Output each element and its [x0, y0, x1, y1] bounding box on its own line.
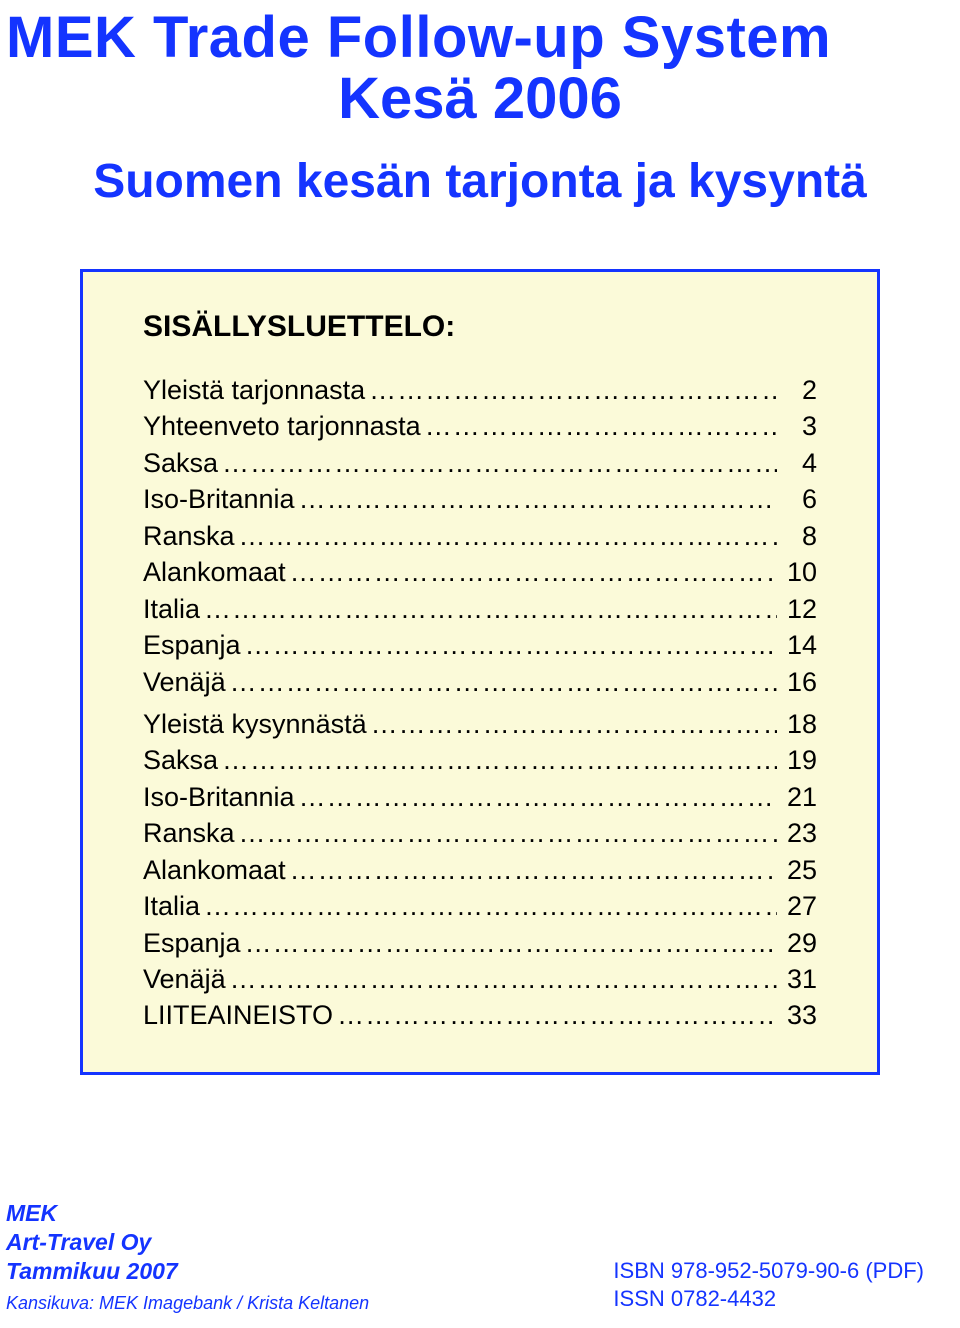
toc-leader-dots: ………………………………………………………………………………………….. — [295, 779, 777, 815]
toc-label: Yleistä kysynnästä — [143, 706, 367, 742]
toc-row: LIITEAINEISTO………………………………………………………………………… — [143, 997, 817, 1033]
toc-leader-dots: ………………………………………………………………………………………… — [333, 997, 777, 1033]
toc-page-number: 19 — [777, 742, 817, 778]
footer-right: ISBN 978-952-5079-90-6 (PDF) ISSN 0782-4… — [613, 1257, 924, 1314]
toc-leader-dots: ………………………………………………………………………………………… — [200, 888, 777, 924]
toc-row: Espanja………………………………………………………………………………………… — [143, 627, 817, 663]
toc-body: Yleistä tarjonnasta………………………………………………………… — [143, 372, 817, 1034]
toc-leader-dots: …………………………………………………………………………………………. — [218, 445, 777, 481]
toc-label: Iso-Britannia — [143, 481, 295, 517]
toc-page-number: 33 — [777, 997, 817, 1033]
toc-label: LIITEAINEISTO — [143, 997, 333, 1033]
toc-label: Ranska — [143, 518, 235, 554]
toc-page-number: 25 — [777, 852, 817, 888]
toc-page-number: 16 — [777, 664, 817, 700]
toc-title: SISÄLLYSLUETTELO: — [143, 310, 817, 344]
toc-page-number: 12 — [777, 591, 817, 627]
toc-label: Italia — [143, 591, 200, 627]
toc-row: Alankomaat………………………………………………………………………………… — [143, 554, 817, 590]
toc-leader-dots: ………………………………………………………………………………………….. — [295, 481, 777, 517]
toc-label: Saksa — [143, 742, 218, 778]
toc-label: Yleistä tarjonnasta — [143, 372, 365, 408]
toc-row: Espanja………………………………………………………………………………………… — [143, 925, 817, 961]
toc-page-number: 18 — [777, 706, 817, 742]
toc-label: Alankomaat — [143, 554, 286, 590]
toc-row: Venäjä…………………………………………………………………………………………… — [143, 664, 817, 700]
toc-leader-dots: …………………………………………………………………………………………. — [241, 627, 777, 663]
toc-leader-dots: ………………………………………………………………………………………… — [226, 961, 777, 997]
footer: MEK Art-Travel Oy Tammikuu 2007 Kansikuv… — [6, 1199, 954, 1314]
toc-page-number: 2 — [777, 372, 817, 408]
toc-label: Venäjä — [143, 664, 226, 700]
toc-label: Ranska — [143, 815, 235, 851]
subtitle: Suomen kesän tarjonta ja kysyntä — [0, 154, 960, 209]
toc-page-number: 3 — [777, 408, 817, 444]
footer-credit: Kansikuva: MEK Imagebank / Krista Keltan… — [6, 1292, 369, 1315]
toc-page-number: 31 — [777, 961, 817, 997]
toc-page-number: 4 — [777, 445, 817, 481]
footer-issn: ISSN 0782-4432 — [613, 1285, 924, 1314]
toc-label: Espanja — [143, 627, 241, 663]
toc-leader-dots: ………………………………………………………………………………………….. — [235, 815, 777, 851]
footer-org-1: MEK — [6, 1199, 369, 1228]
toc-row: Saksa………………………………………………………………………………………….… — [143, 445, 817, 481]
toc-leader-dots: ………………………………………………………………………………………….. — [286, 852, 777, 888]
toc-row: Yhteenveto tarjonnasta………………………………………………… — [143, 408, 817, 444]
toc-row: Yleistä tarjonnasta………………………………………………………… — [143, 372, 817, 408]
toc-row: Iso-Britannia………………………………………………………………………… — [143, 481, 817, 517]
toc-page-number: 8 — [777, 518, 817, 554]
title-line-1: MEK Trade Follow-up System — [0, 0, 960, 71]
toc-row: Saksa………………………………………………………………………………………….… — [143, 742, 817, 778]
toc-leader-dots: …………………………………………………………………………………………... — [421, 408, 777, 444]
toc-label: Iso-Britannia — [143, 779, 295, 815]
toc-leader-dots: …………………………………………………………………………………………. — [241, 925, 777, 961]
toc-label: Venäjä — [143, 961, 226, 997]
toc-label: Alankomaat — [143, 852, 286, 888]
toc-leader-dots: ………………………………………………………………………………………… — [200, 591, 777, 627]
toc-label: Italia — [143, 888, 200, 924]
toc-page-number: 10 — [777, 554, 817, 590]
document-page: MEK Trade Follow-up System Kesä 2006 Suo… — [0, 0, 960, 1328]
footer-left: MEK Art-Travel Oy Tammikuu 2007 Kansikuv… — [6, 1199, 369, 1314]
toc-row: Ranska…………………………………………………………………………………………… — [143, 815, 817, 851]
toc-leader-dots: ………………………………………………………………………………………….. — [286, 554, 777, 590]
toc-label: Saksa — [143, 445, 218, 481]
toc-leader-dots: ………………………………………………………………………………………… — [226, 664, 777, 700]
toc-leader-dots: …………………………………………………………………………………………... — [367, 706, 777, 742]
toc-row: Iso-Britannia………………………………………………………………………… — [143, 779, 817, 815]
footer-date: Tammikuu 2007 — [6, 1257, 369, 1286]
toc-label: Yhteenveto tarjonnasta — [143, 408, 421, 444]
toc-page-number: 29 — [777, 925, 817, 961]
toc-page-number: 6 — [777, 481, 817, 517]
toc-page-number: 21 — [777, 779, 817, 815]
toc-leader-dots: ………………………………………………………………………………………….. — [235, 518, 777, 554]
toc-row: Italia…………………………………………………………………………………………… — [143, 888, 817, 924]
toc-row: Italia…………………………………………………………………………………………… — [143, 591, 817, 627]
toc-leader-dots: ………………………………………………………………………………………….... — [218, 742, 777, 778]
toc-row: Venäjä…………………………………………………………………………………………… — [143, 961, 817, 997]
toc-page-number: 14 — [777, 627, 817, 663]
toc-page-number: 23 — [777, 815, 817, 851]
toc-row: Ranska…………………………………………………………………………………………… — [143, 518, 817, 554]
footer-org-2: Art-Travel Oy — [6, 1228, 369, 1257]
toc-label: Espanja — [143, 925, 241, 961]
title-line-2: Kesä 2006 — [0, 65, 960, 132]
toc-leader-dots: ………………………………………………………………………………………… — [365, 372, 777, 408]
toc-row: Alankomaat………………………………………………………………………………… — [143, 852, 817, 888]
toc-row: Yleistä kysynnästä…………………………………………………………… — [143, 706, 817, 742]
toc-box: SISÄLLYSLUETTELO: Yleistä tarjonnasta………… — [80, 269, 880, 1075]
toc-page-number: 27 — [777, 888, 817, 924]
footer-isbn: ISBN 978-952-5079-90-6 (PDF) — [613, 1257, 924, 1286]
